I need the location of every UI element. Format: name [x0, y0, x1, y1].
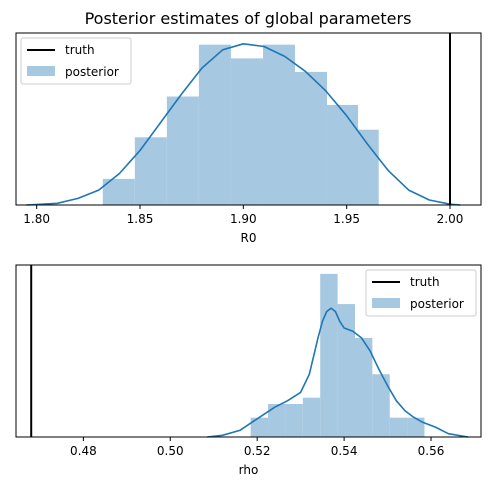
r0-x-axis-label: R0 [241, 231, 257, 245]
rho-axes-frame [15, 264, 482, 438]
rho-hist-bar-5 [337, 304, 355, 437]
r0-legend: truth posterior [20, 37, 132, 85]
rho-hist-bar-7 [372, 374, 390, 437]
r0-hist-bar-5 [262, 44, 295, 205]
rho-x-axis-label: rho [239, 463, 259, 477]
rho-legend: truth posterior [365, 269, 477, 317]
r0-legend-posterior-label: posterior [65, 65, 119, 79]
r0-x-tick-label: 2.00 [437, 212, 464, 226]
r0-axes-frame [15, 32, 482, 206]
rho-hist-bar-9 [407, 417, 425, 437]
r0-kde-curve [26, 42, 461, 206]
r0-hist-bar-8 [358, 129, 379, 205]
r0-hist-bar-3 [198, 44, 231, 205]
rho-plot-area [30, 265, 469, 438]
r0-hist-bar-7 [327, 104, 359, 205]
rho-x-tick-label: 0.48 [70, 444, 97, 458]
rho-hist-bar-3 [302, 397, 321, 437]
r0-hist-bar-4 [230, 58, 263, 205]
r0-plot-area [26, 33, 461, 206]
r0-x-tick-label: 1.85 [127, 212, 154, 226]
r0-x-tick-label: 1.95 [333, 212, 360, 226]
rho-x-tick-label: 0.56 [418, 444, 445, 458]
rho-hist-bar-1 [268, 403, 286, 437]
rho-x-ticks: 0.48 0.50 0.52 0.54 0.56 [70, 437, 444, 458]
rho-panel: 0.48 0.50 0.52 0.54 0.56 rho truth posterior [15, 264, 482, 477]
rho-legend-posterior-patch [372, 298, 400, 308]
r0-x-ticks: 1.80 1.85 1.90 1.95 2.00 [23, 205, 463, 226]
rho-hist-bar-0 [250, 417, 269, 437]
rho-legend-posterior-label: posterior [410, 297, 464, 311]
rho-x-tick-label: 0.52 [244, 444, 271, 458]
r0-x-tick-label: 1.90 [230, 212, 257, 226]
rho-hist-bar-4 [320, 273, 338, 437]
rho-kde-curve [207, 307, 469, 438]
r0-hist-bar-6 [295, 71, 328, 206]
r0-hist-bar-2 [166, 96, 199, 205]
r0-hist-bar-1 [134, 137, 167, 205]
rho-legend-truth-label: truth [410, 275, 440, 289]
r0-legend-posterior-patch [27, 66, 55, 76]
figure-title: Posterior estimates of global parameters [85, 9, 412, 28]
r0-panel: 1.80 1.85 1.90 1.95 2.00 R0 truth posterior [15, 32, 482, 245]
rho-x-tick-label: 0.50 [157, 444, 184, 458]
rho-x-tick-label: 0.54 [331, 444, 358, 458]
r0-legend-truth-label: truth [65, 43, 95, 57]
rho-hist-bar-8 [389, 417, 408, 437]
rho-hist-bar-2 [285, 403, 303, 437]
r0-x-tick-label: 1.80 [23, 212, 50, 226]
rho-hist-bar-6 [354, 337, 373, 437]
